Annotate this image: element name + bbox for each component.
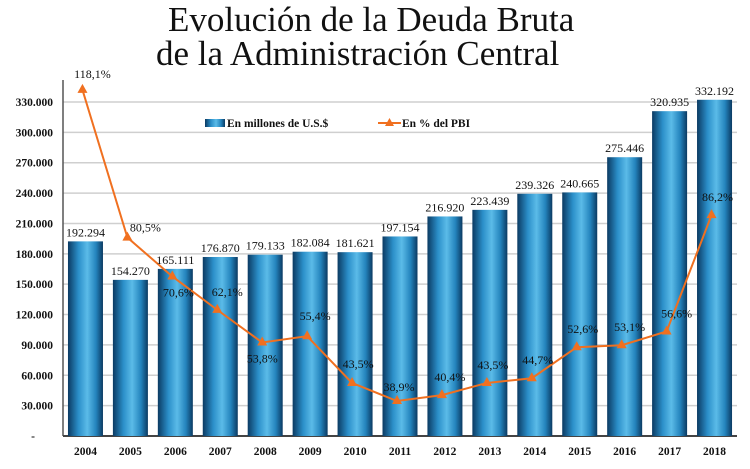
bar-2013 xyxy=(472,209,508,436)
y-tick-label: 150.000 xyxy=(16,279,54,291)
y-tick-label: 60.000 xyxy=(21,370,53,382)
y-tick-label: 270.000 xyxy=(16,158,54,170)
x-tick-label: 2007 xyxy=(209,446,232,458)
y-tick-label: 240.000 xyxy=(16,188,54,200)
pbi-marker-2008 xyxy=(257,336,268,346)
pbi-marker-2011 xyxy=(392,395,402,405)
bar-value-label: 179.133 xyxy=(246,239,285,253)
pbi-value-label: 86,2% xyxy=(702,190,733,204)
y-tick-label: - xyxy=(31,431,35,443)
bar-value-label: 182.084 xyxy=(291,236,330,250)
pbi-value-label: 118,1% xyxy=(74,67,111,81)
pbi-marker-2018 xyxy=(706,209,717,219)
bar-value-label: 223.439 xyxy=(470,194,509,208)
bar-2015 xyxy=(562,192,598,436)
pbi-marker-2006 xyxy=(167,270,178,280)
pbi-value-label: 62,1% xyxy=(212,285,243,299)
bar-2011 xyxy=(382,236,418,436)
x-tick-label: 2010 xyxy=(344,446,367,458)
legend-line-marker xyxy=(385,118,394,126)
bar-value-label: 320.935 xyxy=(650,95,689,109)
legend-bar-label: En millones de U.S.$ xyxy=(227,117,329,130)
pbi-value-label: 43,5% xyxy=(343,357,374,371)
bar-value-label: 332.192 xyxy=(695,84,734,98)
pbi-value-label: 53,1% xyxy=(614,320,645,334)
pbi-marker-2005 xyxy=(122,231,133,241)
bar-value-label: 176.870 xyxy=(201,241,240,255)
pbi-marker-2015 xyxy=(571,341,582,351)
bar-value-label: 154.270 xyxy=(111,264,150,278)
pbi-value-label: 44,7% xyxy=(522,353,553,367)
bar-2018 xyxy=(697,99,733,436)
bar-value-label: 216.920 xyxy=(425,200,464,214)
pbi-marker-2016 xyxy=(616,339,627,349)
y-tick-label: 180.000 xyxy=(16,249,54,261)
bar-value-label: 240.665 xyxy=(560,176,599,190)
bar-value-label: 181.621 xyxy=(336,236,375,250)
x-tick-label: 2011 xyxy=(389,446,412,458)
pbi-value-label: 70,6% xyxy=(163,285,194,299)
pbi-value-label: 53,8% xyxy=(247,351,278,365)
pbi-value-label: 52,6% xyxy=(567,322,598,336)
bar-2006 xyxy=(157,268,193,436)
bar-2017 xyxy=(652,111,688,437)
x-tick-label: 2009 xyxy=(299,446,322,458)
bar-2004 xyxy=(67,241,103,436)
chart-title-line-1: Evolución de la Deuda Bruta xyxy=(168,0,575,39)
pbi-marker-2010 xyxy=(347,376,358,386)
x-tick-label: 2004 xyxy=(74,446,97,458)
x-tick-label: 2015 xyxy=(568,446,591,458)
pbi-value-label: 38,9% xyxy=(384,380,415,394)
bar-2010 xyxy=(337,252,373,436)
bar-value-label: 239.326 xyxy=(515,178,554,192)
legend: En millones de U.S.$ En % del PBI xyxy=(205,117,471,130)
y-tick-label: 120.000 xyxy=(16,310,54,322)
y-tick-label: 90.000 xyxy=(21,340,53,352)
x-tick-label: 2006 xyxy=(164,446,187,458)
legend-line-label: En % del PBI xyxy=(402,118,471,130)
bar-2005 xyxy=(112,279,148,436)
pbi-value-label: 40,4% xyxy=(434,370,465,384)
x-tick-label: 2016 xyxy=(613,446,636,458)
bar-2007 xyxy=(202,256,238,436)
legend-bar-swatch xyxy=(205,119,225,127)
x-tick-label: 2005 xyxy=(119,446,142,458)
bar-2009 xyxy=(292,251,328,436)
bar-value-label: 275.446 xyxy=(605,141,644,155)
pbi-marker-2013 xyxy=(481,376,492,386)
x-tick-label: 2017 xyxy=(658,446,681,458)
pbi-marker-2004 xyxy=(77,83,88,93)
y-tick-label: 30.000 xyxy=(21,401,53,413)
pbi-value-label: 55,4% xyxy=(300,309,331,323)
bar-2016 xyxy=(607,157,643,436)
bar-2014 xyxy=(517,193,553,436)
x-tick-label: 2014 xyxy=(523,446,546,458)
x-tick-label: 2012 xyxy=(433,446,456,458)
pbi-value-label: 56,6% xyxy=(661,306,692,320)
x-tick-label: 2013 xyxy=(478,446,501,458)
bar-value-label: 192.294 xyxy=(66,225,105,239)
pbi-marker-2007 xyxy=(212,303,223,313)
y-tick-label: 210.000 xyxy=(16,218,54,230)
bar-value-label: 165.111 xyxy=(156,253,194,267)
x-tick-label: 2018 xyxy=(703,446,726,458)
pbi-marker-2017 xyxy=(661,325,672,335)
bar-2012 xyxy=(427,216,463,436)
bar-value-label: 197.154 xyxy=(381,220,420,234)
chart-title-line-2: de la Administración Central xyxy=(156,34,560,73)
pbi-marker-2009 xyxy=(302,330,313,340)
pbi-value-label: 80,5% xyxy=(130,221,161,235)
pbi-marker-2012 xyxy=(436,389,447,399)
x-tick-label: 2008 xyxy=(254,446,277,458)
y-tick-label: 300.000 xyxy=(16,127,54,139)
pbi-marker-2014 xyxy=(526,372,537,382)
pbi-value-label: 43,5% xyxy=(477,358,508,372)
y-tick-label: 330.000 xyxy=(16,97,54,109)
